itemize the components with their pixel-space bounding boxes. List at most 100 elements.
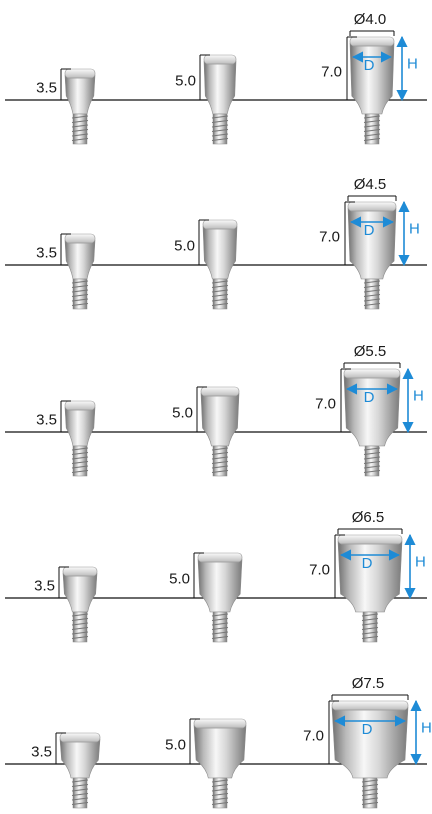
- d-label: D: [364, 389, 375, 406]
- abutment-body: [203, 60, 237, 115]
- height-label: 3.5: [34, 577, 55, 594]
- height-label: 7.0: [321, 63, 342, 80]
- h-label: H: [407, 55, 418, 72]
- screw-thread: [211, 452, 229, 455]
- diameter-label: Ø7.5: [352, 675, 385, 692]
- screw-thread: [71, 452, 89, 455]
- screw-thread: [361, 779, 379, 783]
- screw-thread: [363, 129, 381, 132]
- height-label: 7.0: [309, 561, 330, 578]
- screw-thread: [211, 636, 229, 639]
- abutment-5.0: [193, 718, 247, 809]
- abutment-body: [197, 558, 243, 613]
- abutment-top: [202, 219, 238, 230]
- screw-thread: [361, 631, 379, 635]
- screw-thread: [211, 298, 229, 302]
- abutment-top: [331, 700, 409, 711]
- screw-thread: [211, 784, 229, 787]
- abutment-5.0: [197, 552, 243, 643]
- screw-thread: [363, 120, 381, 123]
- abutment-body: [200, 392, 240, 447]
- height-bracket-5.0: [193, 552, 204, 598]
- screw-thread: [71, 303, 89, 306]
- screw-thread: [363, 133, 381, 137]
- height-bracket-3.5: [60, 400, 71, 432]
- abutment-3.5: [64, 68, 96, 145]
- screw-thread: [211, 802, 229, 805]
- screw-thread: [361, 802, 379, 805]
- abutment-top: [349, 36, 395, 47]
- diameter-label: Ø4.0: [354, 11, 387, 28]
- height-bracket-5.0: [196, 386, 207, 432]
- screw-thread: [211, 465, 229, 469]
- screw-thread: [211, 294, 229, 297]
- screw-thread: [71, 618, 89, 621]
- abutment-body: [64, 239, 96, 280]
- screw-thread: [71, 631, 89, 635]
- screw-thread: [211, 797, 229, 801]
- d-label: D: [362, 721, 373, 738]
- screw-thread: [71, 797, 89, 801]
- screw-thread: [211, 788, 229, 792]
- height-label: 5.0: [174, 237, 195, 254]
- height-bracket-5.0: [189, 718, 200, 764]
- height-bracket-5.0: [198, 219, 209, 265]
- abutment-body: [59, 738, 101, 779]
- screw-thread: [71, 470, 89, 473]
- abutment-7.0: [349, 36, 395, 145]
- diameter-bracket: [331, 694, 409, 700]
- screw-thread: [71, 280, 89, 284]
- abutment-body: [343, 374, 401, 447]
- screw-thread: [363, 465, 381, 469]
- screw-thread: [211, 779, 229, 783]
- screw-thread: [361, 788, 379, 792]
- screw-thread: [211, 470, 229, 473]
- height-bracket-7.0: [340, 368, 351, 432]
- row-1: 3.5 5.0 7.0 Ø4.0 D H: [5, 11, 427, 145]
- screw-thread: [211, 129, 229, 132]
- screw-thread: [211, 447, 229, 451]
- height-label: 7.0: [319, 228, 340, 245]
- screw-thread: [211, 618, 229, 621]
- screw-thread: [71, 120, 89, 123]
- height-label: 3.5: [36, 79, 57, 96]
- screw-thread: [211, 793, 229, 796]
- abutment-top: [59, 732, 101, 743]
- screw-thread: [211, 627, 229, 630]
- screw-thread: [363, 124, 381, 128]
- height-bracket-7.0: [334, 534, 345, 598]
- row-2: 3.5 5.0 7.0 Ø4.5 D H: [5, 176, 427, 310]
- screw-thread: [211, 120, 229, 123]
- screw-thread: [361, 627, 379, 630]
- screw-thread: [71, 636, 89, 639]
- screw-thread: [71, 285, 89, 288]
- abutment-body: [337, 540, 403, 613]
- abutment-body: [347, 207, 397, 280]
- screw-thread: [211, 289, 229, 293]
- abutment-top: [347, 201, 397, 212]
- height-label: 5.0: [169, 570, 190, 587]
- screw-thread: [211, 285, 229, 288]
- abutment-top: [193, 718, 247, 729]
- screw-thread: [211, 280, 229, 284]
- screw-thread: [71, 465, 89, 469]
- screw-thread: [363, 456, 381, 460]
- abutment-top: [64, 233, 96, 244]
- height-label: 5.0: [175, 72, 196, 89]
- abutment-body: [64, 74, 96, 115]
- row-5: 3.5 5.0 7.0 Ø7.5 D H: [5, 675, 432, 809]
- abutment-body: [64, 406, 96, 447]
- screw-thread: [211, 133, 229, 137]
- abutment-3.5: [64, 400, 96, 477]
- height-bracket-7.0: [344, 201, 355, 265]
- screw-thread: [71, 289, 89, 293]
- abutment-body: [349, 42, 395, 115]
- screw-thread: [363, 470, 381, 473]
- screw-thread: [361, 793, 379, 796]
- screw-thread: [363, 461, 381, 464]
- d-label: D: [364, 57, 375, 74]
- height-label: 5.0: [172, 404, 193, 421]
- height-bracket-3.5: [60, 233, 71, 265]
- diameter-bracket: [347, 195, 397, 201]
- abutment-top: [343, 368, 401, 379]
